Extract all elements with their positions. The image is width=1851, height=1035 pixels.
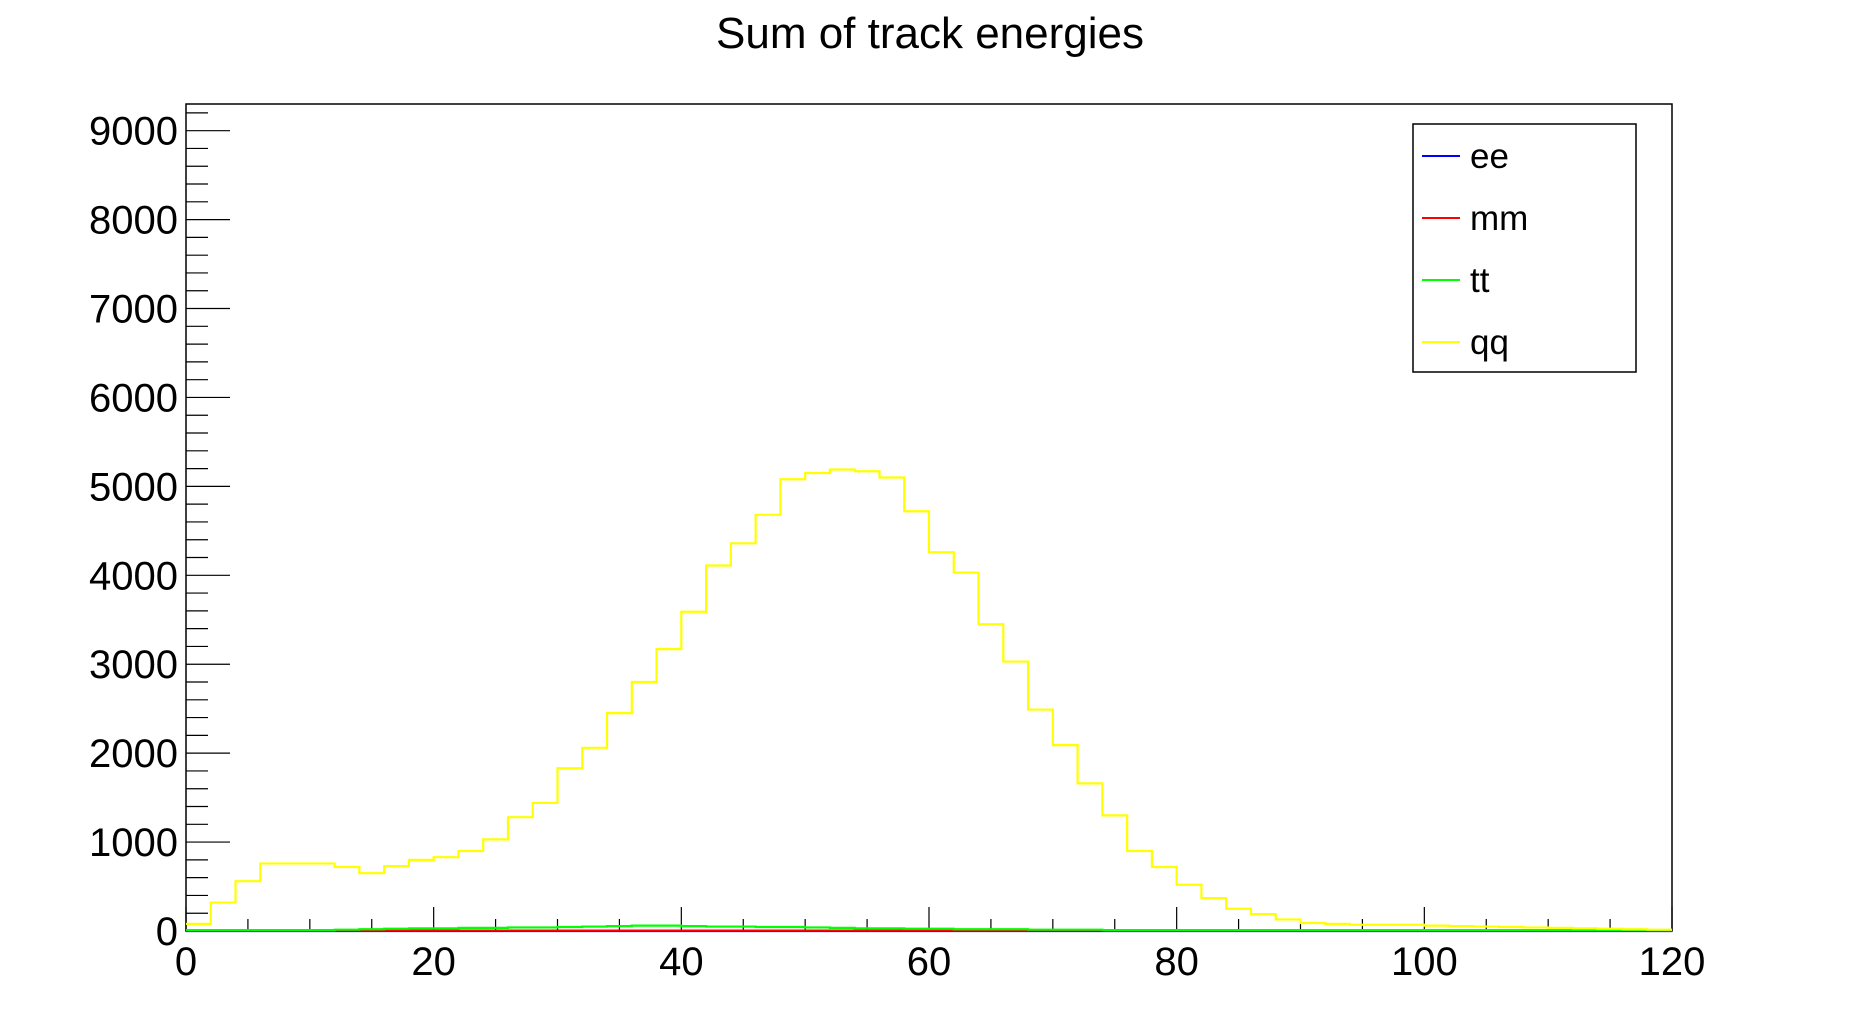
x-tick-label: 40 (659, 940, 704, 984)
y-tick-label: 5000 (89, 465, 178, 509)
y-tick-label: 6000 (89, 376, 178, 420)
series-qq-line (186, 468, 1672, 931)
x-tick-label: 120 (1639, 940, 1706, 984)
legend: ee mm tt qq (1412, 123, 1637, 373)
chart-title: Sum of track energies (716, 9, 1144, 58)
x-tick-label: 80 (1154, 940, 1199, 984)
legend-label-mm: mm (1470, 199, 1528, 238)
legend-label-ee: ee (1470, 137, 1509, 176)
y-tick-label: 2000 (89, 732, 178, 776)
x-tick-label: 0 (175, 940, 197, 984)
y-tick-label: 7000 (89, 288, 178, 332)
x-tick-label: 60 (907, 940, 952, 984)
axes: 0 1000 2000 3000 4000 5000 6000 7000 8000 9000 0 20… (89, 103, 1706, 984)
legend-label-tt: tt (1470, 261, 1490, 300)
series-layer (186, 468, 1672, 933)
y-tick-label: 0 (156, 910, 178, 954)
x-tick-label: 100 (1391, 940, 1458, 984)
x-tick-label: 20 (411, 940, 456, 984)
legend-label-qq: qq (1470, 323, 1509, 362)
y-tick-label: 4000 (89, 554, 178, 598)
y-tick-label: 1000 (89, 821, 178, 865)
series-tt-line (186, 924, 1672, 932)
y-tick-label: 9000 (89, 110, 178, 154)
y-tick-label: 8000 (89, 199, 178, 243)
y-tick-label: 3000 (89, 643, 178, 687)
legend-box (1412, 123, 1637, 373)
